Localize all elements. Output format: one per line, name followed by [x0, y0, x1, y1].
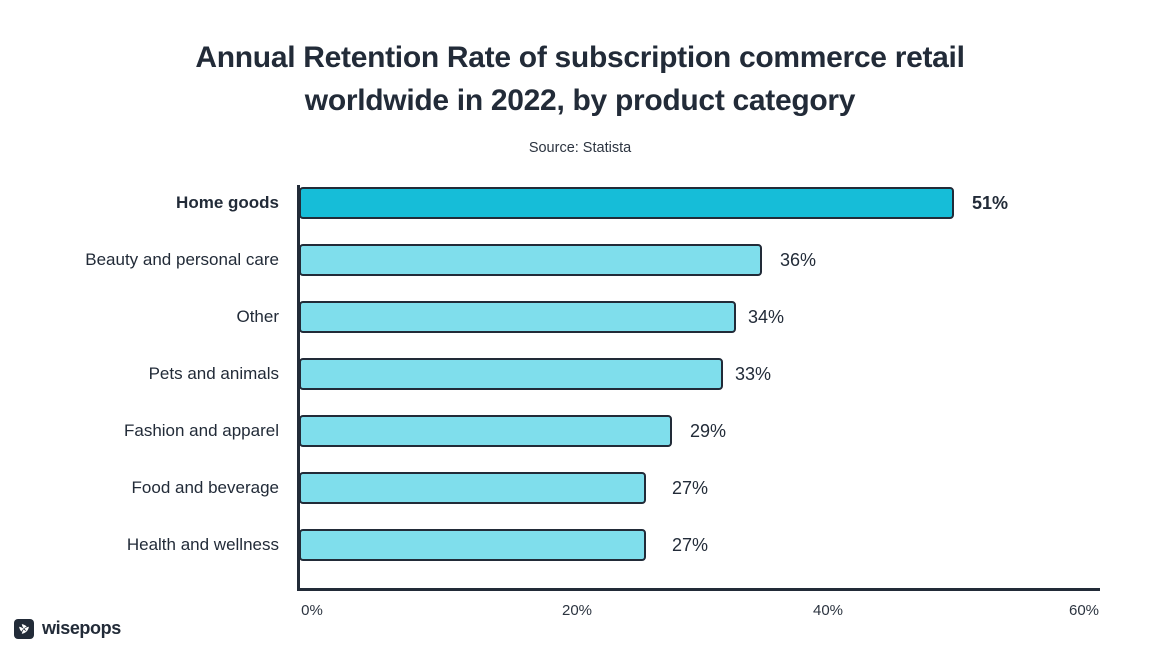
x-axis-tick-labels: 0% 20% 40% 60% — [0, 601, 1160, 631]
bar-row: Home goods 51% — [0, 185, 1160, 221]
value-label: 51% — [972, 193, 1009, 213]
value-label: 34% — [748, 307, 785, 327]
category-label: Home goods — [176, 193, 279, 212]
bar — [299, 472, 646, 504]
bar-row: Beauty and personal care 36% — [0, 242, 1160, 278]
wisepops-pinwheel-icon — [14, 618, 34, 639]
bar — [299, 415, 672, 447]
category-label: Fashion and apparel — [123, 421, 279, 440]
bar-row: Food and beverage 27% — [0, 470, 1160, 506]
value-label: 27% — [672, 478, 709, 498]
category-label: Other — [236, 307, 279, 326]
title-block: Annual Retention Rate of subscription co… — [80, 36, 1080, 157]
bar — [299, 187, 954, 219]
category-label: Beauty and personal care — [85, 250, 279, 269]
value-label: 29% — [690, 421, 727, 441]
wisepops-wordmark: wisepops — [42, 618, 121, 638]
bar — [299, 358, 723, 390]
value-label: 36% — [780, 250, 817, 270]
value-label: 33% — [735, 364, 772, 384]
bar — [299, 301, 736, 333]
bar-row: Pets and animals 33% — [0, 356, 1160, 392]
x-tick-label: 40% — [812, 602, 844, 619]
wisepops-logo: wisepops — [14, 618, 121, 639]
plot-area: Home goods 51% Beauty and personal care … — [0, 181, 1160, 601]
chart-title-line-1: Annual Retention Rate of subscription co… — [195, 41, 965, 74]
category-label: Pets and animals — [148, 364, 279, 383]
bar-row: Fashion and apparel 29% — [0, 413, 1160, 449]
bar-row: Other 34% — [0, 299, 1160, 335]
bar — [299, 529, 646, 561]
category-label: Food and beverage — [131, 478, 279, 497]
x-tick-label: 60% — [1068, 602, 1100, 619]
bar — [299, 244, 762, 276]
y-axis-line — [297, 185, 300, 591]
page-title: Annual Retention Rate of subscription co… — [80, 36, 1080, 122]
x-axis-line — [297, 588, 1100, 591]
chart-source: Source: Statista — [528, 140, 632, 156]
category-label: Health and wellness — [126, 535, 279, 554]
x-tick-label: 20% — [561, 602, 593, 619]
chart-title-line-2: worldwide in 2022, by product category — [304, 84, 856, 117]
value-label: 27% — [672, 535, 709, 555]
x-tick-label: 0% — [301, 602, 323, 619]
bar-row: Health and wellness 27% — [0, 527, 1160, 563]
